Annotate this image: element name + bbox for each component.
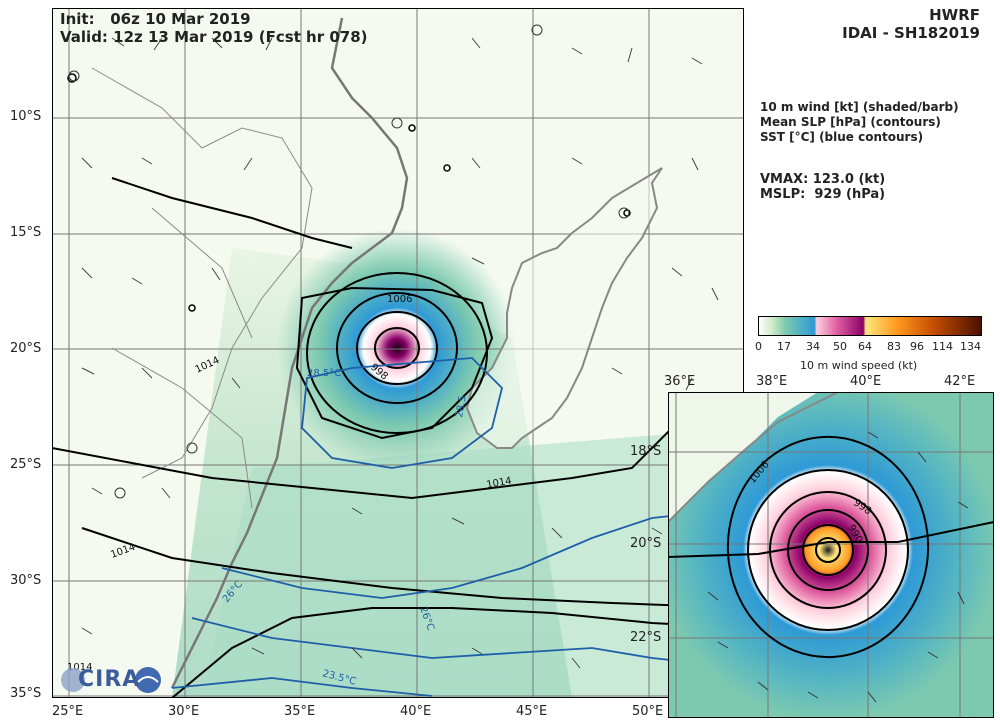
cira-logo-graphic (61, 667, 161, 693)
cb-tick: 0 (755, 340, 762, 353)
contour-label: 1006 (387, 294, 412, 305)
cb-tick: 50 (833, 340, 847, 353)
contour-label: 1014 (67, 662, 92, 673)
inset-lon-label: 42°E (944, 374, 976, 389)
inset-lon-label: 36°E (664, 374, 696, 389)
field-line: Mean SLP [hPa] (contours) (760, 115, 941, 129)
cb-tick: 96 (910, 340, 924, 353)
mslp-value: MSLP: 929 (hPa) (760, 187, 886, 202)
storm-id: IDAI - SH182019 (842, 24, 980, 42)
country-borders (91, 67, 313, 509)
inset-map: 1006 998 990 (668, 392, 994, 718)
field-line: 10 m wind [kt] (shaded/barb) (760, 100, 959, 114)
inset-lat-label: 18°S (630, 444, 662, 459)
cb-tick: 83 (887, 340, 901, 353)
southern-ocean-shading (202, 428, 744, 698)
lat-label: 10°S (10, 109, 42, 124)
lat-label: 15°S (10, 225, 42, 240)
field-line: SST [°C] (blue contours) (760, 130, 924, 144)
cb-tick: 134 (960, 340, 981, 353)
storm-stats: VMAX: 123.0 (kt) MSLP: 929 (hPa) (760, 172, 885, 202)
calm-wind-circles (68, 24, 630, 499)
lon-label: 25°E (52, 704, 84, 719)
inset-lon-label: 40°E (850, 374, 882, 389)
lat-label: 25°S (10, 457, 42, 472)
valid-time: Valid: 12z 13 Mar 2019 (Fcst hr 078) (60, 28, 368, 46)
inset-lat-label: 20°S (630, 536, 662, 551)
model-name: HWRF (929, 6, 980, 24)
lat-label: 20°S (10, 341, 42, 356)
colorbar (758, 316, 982, 336)
lon-label: 35°E (284, 704, 316, 719)
wind-barbs (81, 37, 719, 669)
contour-label: 28.5°C (307, 368, 341, 379)
africa-coastline (170, 17, 409, 689)
cb-tick: 34 (806, 340, 820, 353)
lon-label: 50°E (632, 704, 664, 719)
madagascar-coastline (465, 167, 663, 449)
slp-contours (52, 177, 744, 698)
cb-tick: 17 (777, 340, 791, 353)
init-time: Init: 06z 10 Mar 2019 (60, 10, 251, 28)
inset-lon-label: 38°E (756, 374, 788, 389)
cyclone-wind-field (277, 228, 517, 468)
lat-label: 30°S (10, 573, 42, 588)
island-outlines (67, 73, 631, 312)
inset-wind-barbs (707, 431, 969, 703)
lat-label: 35°S (10, 686, 42, 701)
contour-label: 28.5 (454, 395, 469, 419)
cb-tick: 114 (932, 340, 953, 353)
inset-land (668, 392, 818, 522)
cira-logo-text: CIRA (78, 667, 141, 692)
field-legend: 10 m wind [kt] (shaded/barb) Mean SLP [h… (760, 100, 959, 145)
colorbar-ticks: 0 17 34 50 64 83 96 110 114 134 (755, 340, 988, 356)
inset-coastline (668, 392, 839, 523)
inset-gridlines (668, 392, 994, 718)
contour-label: 1014 (486, 476, 513, 491)
sst-contours (171, 357, 744, 697)
cb-tick: 64 (858, 340, 872, 353)
lon-label: 45°E (516, 704, 548, 719)
lon-label: 30°E (168, 704, 200, 719)
inset-slp-contours (668, 435, 994, 659)
inset-lat-label: 22°S (630, 630, 662, 645)
lon-label: 40°E (400, 704, 432, 719)
main-map: 1006 1014 1014 1014 1014 998 28.5°C 28.5… (52, 8, 744, 698)
vmax-value: VMAX: 123.0 (kt) (760, 172, 886, 187)
colorbar-title: 10 m wind speed (kt) (800, 359, 918, 372)
cira-logo: CIRA (58, 664, 168, 696)
